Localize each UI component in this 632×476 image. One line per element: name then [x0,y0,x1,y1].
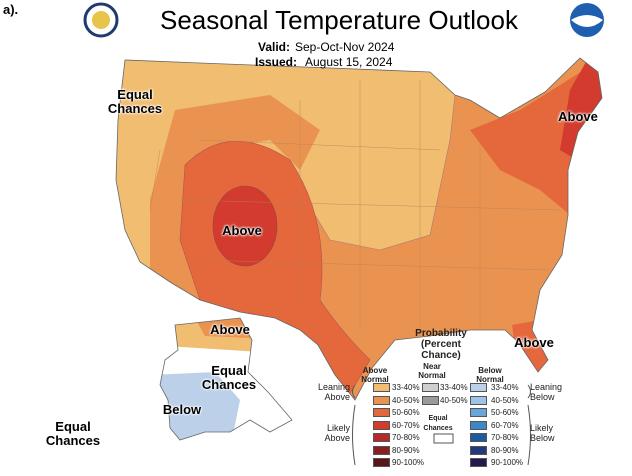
legend-item-label: 40-50% [440,395,468,405]
legend-swatch [373,383,390,392]
legend-swatch [470,383,487,392]
map-label: Above [222,223,262,238]
legend-item-label: 70-80% [392,433,420,442]
zone-40-50 [150,95,320,300]
conus-outline [115,57,603,401]
legend-group-label: Leaning Below [530,382,563,402]
legend-item-label: 33-40% [491,383,519,392]
legend-item-label: 40-50% [491,395,519,405]
legend-item-label: 50-60% [392,408,420,417]
map-label: Below [162,402,202,417]
legend-swatch [470,458,487,467]
legend-swatch [373,395,390,405]
legend-group-label: Leaning Above [317,382,350,402]
legend-swatch [422,383,439,392]
issued: August 15, 2024 [305,55,393,69]
legend-swatch [470,420,487,430]
legend-item-label: 33-40% [440,383,468,392]
legend-item-label: 50-60% [491,408,519,417]
legend-group-label: Likely Below [530,423,555,443]
legend-swatch [373,433,390,442]
legend-swatch [373,420,390,430]
legend-column-header: Near Normal [418,362,446,380]
legend-swatch [470,408,487,417]
legend-swatch [470,395,487,405]
valid: Sep-Oct-Nov 2024 [295,40,395,54]
legend-group-label: Likely Above [324,423,350,443]
valid-label: Valid: [258,40,291,54]
zone-50-60 [512,320,560,380]
title: Seasonal Temperature Outlook [160,5,518,35]
map-label: Above [210,322,250,337]
legend-item-label: 90-100% [392,458,425,467]
legend-swatch [373,408,390,417]
zone-60-70 [212,185,278,267]
map-label: Above [558,109,598,124]
legend-swatch [470,433,487,442]
issued-label: Issued: [255,55,298,69]
map-label: Above [514,335,554,350]
legend-group-label: Equal Chances [423,415,453,432]
legend-item-label: 40-50% [392,395,420,405]
alaska-outline [159,317,293,441]
map-label: Equal Chances [107,87,163,116]
legend-item-label: 70-80% [491,433,519,442]
legend-swatch [470,445,487,455]
legend-braces [352,384,531,466]
legend-item-label: 90-100% [491,458,524,467]
panel-label: a). [3,2,19,17]
legend-item-label: 80-90% [392,445,420,455]
legend-swatch [422,395,439,405]
map-label: Equal Chances [45,419,101,448]
legend-item-label: 60-70% [392,420,420,430]
legend-item-label: 60-70% [491,420,519,430]
legend-item-label: 80-90% [491,445,519,455]
noaa-logo [571,15,603,27]
legend-swatch [373,445,390,455]
legend-column-header: Below Normal [476,366,504,384]
legend-column-header: Above Normal [361,366,389,384]
state-lines [149,80,561,335]
legend-item-label: 33-40% [392,383,420,392]
map-label: Equal Chances [201,363,257,392]
legend-swatch [373,458,390,467]
zone-40-50 [195,318,250,338]
legend-title: Probability (Percent Chance) [415,328,467,361]
commerce-logo [92,11,110,29]
equal-chances-swatch [433,433,454,444]
